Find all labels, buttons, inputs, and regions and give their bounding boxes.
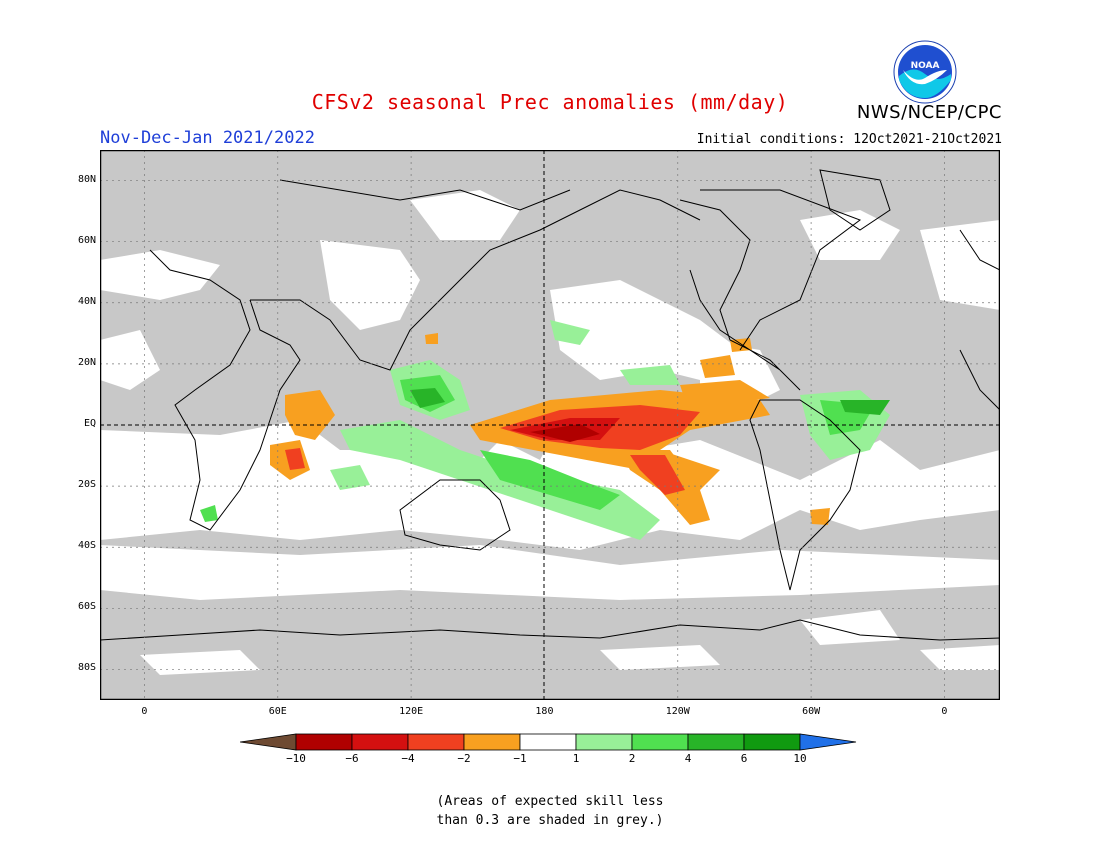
map-frame — [100, 150, 1000, 700]
legend-tick-label: −6 — [345, 752, 359, 765]
noaa-logo-text: NOAA — [911, 61, 940, 71]
color-legend — [240, 733, 857, 751]
legend-swatch — [407, 733, 465, 751]
legend-swatch — [463, 733, 521, 751]
skill-note-line2: than 0.3 are shaded in grey.) — [436, 813, 664, 828]
skill-note: (Areas of expected skill less than 0.3 a… — [0, 792, 1100, 830]
legend-swatch — [295, 733, 353, 751]
chart-title: CFSv2 seasonal Prec anomalies (mm/day) — [311, 90, 789, 114]
lat-tick-label: 40S — [77, 540, 96, 552]
period-label: Nov-Dec-Jan 2021/2022 — [100, 128, 315, 148]
legend-arrow-low — [240, 733, 297, 751]
legend-swatch — [351, 733, 409, 751]
lon-tick-label: 180 — [535, 706, 554, 717]
anomaly-map — [100, 150, 1000, 700]
negative-anomaly-regions — [270, 333, 830, 525]
legend-tick-label: 1 — [572, 752, 580, 765]
positive-anomaly-regions — [200, 320, 890, 540]
grid-lines — [100, 150, 1000, 700]
legend-tick-label: 4 — [684, 752, 692, 765]
legend-tick-label: 2 — [628, 752, 636, 765]
lon-tick-label: 0 — [141, 706, 148, 717]
coastlines — [100, 169, 1000, 641]
lon-tick-label: 60W — [802, 706, 821, 717]
lat-tick-label: 80S — [77, 662, 96, 674]
lon-tick-label: 0 — [941, 706, 948, 717]
legend-swatch — [631, 733, 689, 751]
legend-swatch — [519, 733, 577, 751]
legend-tick-label: −1 — [513, 752, 527, 765]
lat-tick-label: 60N — [77, 234, 96, 246]
noaa-logo: NOAA — [893, 40, 957, 104]
lon-tick-label: 120E — [399, 706, 424, 717]
lat-tick-label: 20S — [77, 479, 96, 491]
legend-tick-label: 10 — [793, 752, 807, 765]
legend-swatch — [575, 733, 633, 751]
legend-tick-label: −10 — [286, 752, 306, 765]
lat-tick-label: 60S — [77, 601, 96, 613]
legend-tick-label: −4 — [401, 752, 415, 765]
legend-swatch — [743, 733, 801, 751]
legend-swatch — [687, 733, 745, 751]
org-label: NWS/NCEP/CPC — [856, 102, 1002, 123]
initial-conditions-label: Initial conditions: 12Oct2021-21Oct2021 — [696, 132, 1002, 147]
legend-arrow-high — [799, 733, 857, 751]
lat-tick-label: 40N — [77, 295, 96, 307]
lon-tick-label: 60E — [268, 706, 287, 717]
lat-tick-label: EQ — [83, 418, 96, 429]
lon-tick-label: 120W — [665, 706, 690, 717]
lat-tick-label: 80N — [77, 173, 96, 185]
skill-note-line1: (Areas of expected skill less — [436, 794, 664, 809]
legend-tick-label: 6 — [740, 752, 748, 765]
legend-tick-label: −2 — [457, 752, 471, 765]
lat-tick-label: 20N — [77, 356, 96, 368]
